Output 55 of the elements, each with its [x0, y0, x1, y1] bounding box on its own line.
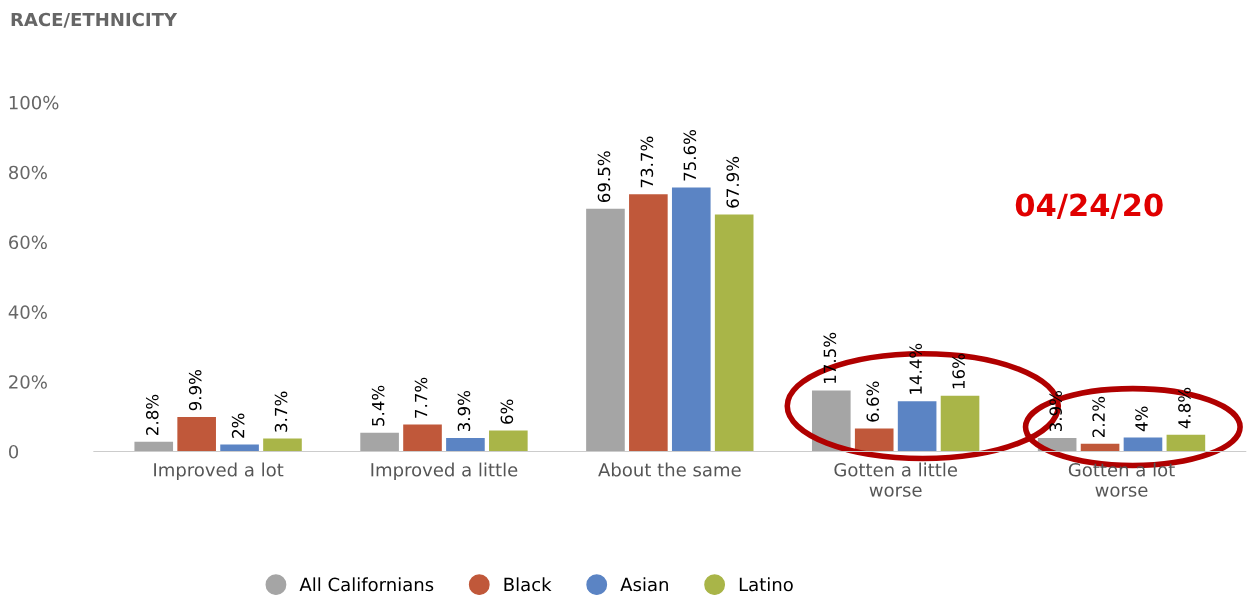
- bar: [1080, 443, 1120, 452]
- bar: [1166, 434, 1206, 452]
- chart-title: RACE/ETHNICITY: [11, 12, 178, 28]
- text: 6%: [500, 399, 514, 424]
- y-tick-label: 60%: [9, 235, 47, 250]
- text: 69.5%: [597, 151, 611, 203]
- annotation: 04/24/20: [1015, 193, 1163, 219]
- x-tick-label: Gotten a little worse: [834, 462, 958, 497]
- text: 4.8%: [1178, 387, 1191, 429]
- bar: [489, 430, 528, 452]
- text: 4%: [1135, 406, 1148, 432]
- text: 14.4%: [909, 343, 922, 394]
- bar: [940, 395, 980, 452]
- text: 6.6%: [866, 381, 880, 422]
- bar: [629, 194, 668, 452]
- bar: [586, 208, 625, 452]
- bar: [854, 428, 894, 452]
- y-tick-label: 20%: [9, 375, 47, 389]
- x-tick-label: Improved a lot: [154, 462, 284, 481]
- text: 2%: [231, 413, 245, 438]
- text: 9.9%: [188, 369, 202, 411]
- text: 3.9%: [457, 390, 471, 432]
- y-tick-label: 0: [8, 444, 19, 459]
- x-tick-label: Improved a little: [371, 462, 518, 481]
- bar: [403, 424, 442, 452]
- y-tick-label: 100%: [9, 95, 59, 110]
- legend-label: Latino: [739, 577, 793, 592]
- bar: [671, 187, 711, 452]
- text: 3.9%: [1049, 390, 1062, 432]
- bar: [714, 214, 754, 452]
- bar: [1123, 437, 1163, 452]
- legend-label: Black: [504, 577, 552, 592]
- bar: [811, 390, 851, 452]
- text: 73.7%: [640, 136, 654, 188]
- bar: [263, 438, 302, 452]
- bar: [446, 437, 485, 452]
- text: 2.8%: [145, 394, 159, 435]
- y-tick-label: 80%: [9, 165, 47, 180]
- bar: [897, 401, 937, 452]
- text: 17.5%: [823, 332, 837, 384]
- bar: [177, 416, 216, 452]
- text: 67.9%: [726, 156, 740, 208]
- x-tick-label: About the same: [598, 462, 741, 477]
- text: 7.7%: [414, 377, 428, 418]
- y-tick-label: 40%: [8, 305, 47, 319]
- legend-label: All Californians: [299, 577, 434, 592]
- text: 16%: [952, 353, 965, 389]
- text: 3.7%: [274, 391, 288, 432]
- text: 75.6%: [683, 129, 697, 181]
- legend-label: Asian: [620, 577, 668, 592]
- text: 2.2%: [1092, 396, 1105, 438]
- text: 5.4%: [371, 385, 385, 426]
- bar: [360, 432, 399, 452]
- bar: [134, 441, 174, 452]
- x-tick-label: Gotten a lot worse: [1068, 462, 1175, 497]
